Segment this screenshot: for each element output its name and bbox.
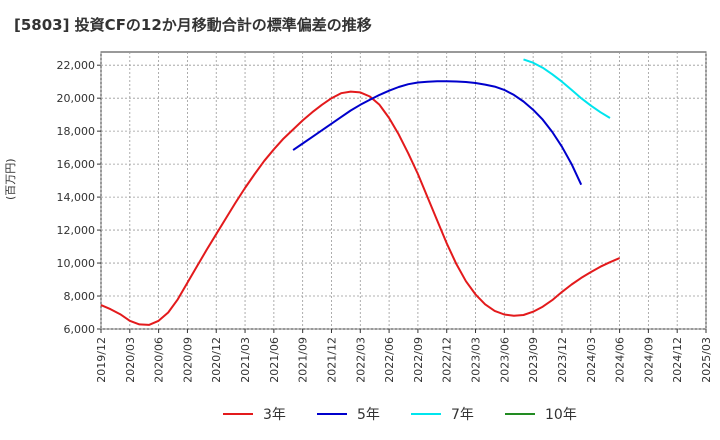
x-tick-label: 2022/12 xyxy=(441,337,454,383)
x-tick-label: 2020/06 xyxy=(153,337,166,383)
x-tick-label: 2022/06 xyxy=(383,337,396,383)
x-tick-label: 2024/06 xyxy=(614,337,627,383)
legend-label: 10年 xyxy=(545,407,577,423)
series-line xyxy=(523,58,611,119)
x-tick-label: 2021/03 xyxy=(239,337,252,383)
series-line xyxy=(292,80,583,186)
x-tick-label: 2024/03 xyxy=(585,337,598,383)
y-tick-label: 8,000 xyxy=(64,290,96,303)
legend-label: 5年 xyxy=(357,407,380,423)
x-tick-label: 2022/09 xyxy=(412,337,425,383)
plot-area xyxy=(100,51,707,330)
y-tick-label: 16,000 xyxy=(57,158,96,171)
x-tick-label: 2020/03 xyxy=(124,337,137,383)
x-tick-label: 2024/12 xyxy=(671,337,684,383)
x-tick-label: 2021/12 xyxy=(325,337,338,383)
x-tick-label: 2023/09 xyxy=(527,337,540,383)
y-tick-label: 14,000 xyxy=(57,191,96,204)
x-tick-label: 2025/03 xyxy=(700,337,713,383)
legend-label: 7年 xyxy=(451,407,474,423)
y-tick-label: 12,000 xyxy=(57,224,96,237)
x-tick-label: 2022/03 xyxy=(354,337,367,383)
y-tick-label: 10,000 xyxy=(57,257,96,270)
legend-label: 3年 xyxy=(263,407,286,423)
x-tick-label: 2023/12 xyxy=(556,337,569,383)
series-line xyxy=(100,90,620,326)
x-tick-label: 2020/09 xyxy=(181,337,194,383)
y-tick-label: 6,000 xyxy=(64,323,96,336)
x-tick-label: 2019/12 xyxy=(95,337,108,383)
x-tick-label: 2024/09 xyxy=(642,337,655,383)
x-tick-label: 2023/06 xyxy=(498,337,511,383)
x-tick-label: 2020/12 xyxy=(210,337,223,383)
x-tick-label: 2021/09 xyxy=(297,337,310,383)
chart-title: [5803] 投資CFの12か月移動合計の標準偏差の推移 xyxy=(14,16,372,34)
x-tick-label: 2021/06 xyxy=(268,337,281,383)
x-tick-label: 2023/03 xyxy=(470,337,483,383)
y-tick-label: 18,000 xyxy=(57,125,96,138)
y-tick-label: 22,000 xyxy=(57,59,96,72)
y-tick-label: 20,000 xyxy=(57,92,96,105)
